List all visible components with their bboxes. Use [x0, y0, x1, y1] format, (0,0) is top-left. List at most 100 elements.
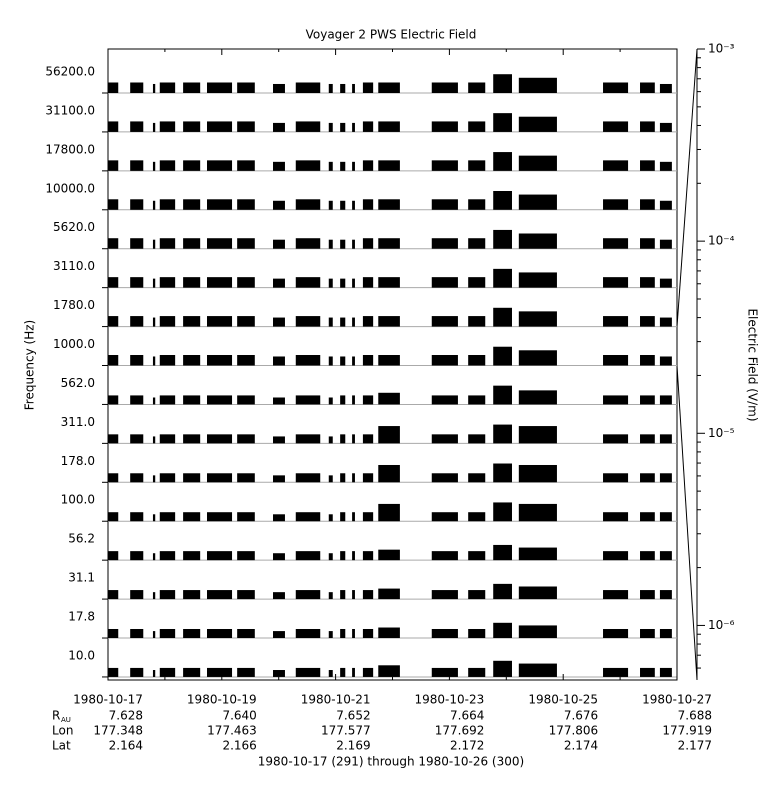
field-block — [518, 155, 557, 171]
field-block — [340, 83, 346, 93]
field-block — [468, 473, 486, 483]
x-tick-label: 1980-10-19 — [187, 693, 257, 707]
scale-connector — [676, 48, 698, 327]
field-block — [378, 316, 400, 327]
field-block — [640, 395, 655, 405]
field-block — [183, 473, 201, 483]
ephemeris-value: 177.806 — [549, 724, 599, 738]
field-block — [207, 667, 233, 677]
ephemeris-value: 2.177 — [678, 739, 712, 753]
field-block — [130, 82, 144, 93]
field-block — [493, 191, 512, 210]
field-block — [152, 475, 156, 483]
field-block — [640, 667, 655, 677]
field-block — [362, 355, 374, 366]
field-block — [159, 473, 176, 483]
field-block — [183, 199, 201, 210]
field-block — [152, 239, 156, 249]
field-block — [340, 512, 346, 522]
field-block — [207, 160, 233, 171]
field-block — [352, 628, 355, 639]
field-block — [207, 277, 233, 288]
field-block — [152, 670, 156, 677]
field-block — [237, 238, 255, 249]
field-block — [340, 200, 346, 210]
field-block — [295, 512, 321, 522]
field-block — [183, 628, 201, 639]
field-block — [207, 551, 233, 561]
field-block — [152, 83, 156, 93]
field-block — [493, 229, 512, 249]
field-block — [378, 464, 400, 483]
field-block — [159, 434, 176, 444]
field-block — [352, 473, 355, 483]
field-block — [130, 121, 144, 132]
field-block — [659, 667, 672, 677]
field-block — [603, 238, 629, 249]
field-block — [640, 628, 655, 639]
field-block — [159, 238, 176, 249]
row-label: 3110.0 — [53, 259, 95, 273]
field-block — [352, 356, 355, 366]
field-block — [295, 355, 321, 366]
field-block — [152, 122, 156, 132]
field-block — [431, 199, 458, 210]
field-block — [352, 590, 355, 600]
ephemeris-value: 177.692 — [435, 724, 485, 738]
field-block — [603, 551, 629, 561]
field-block — [295, 551, 321, 561]
field-block — [130, 628, 144, 639]
field-block — [352, 122, 355, 132]
field-block — [295, 434, 321, 444]
field-block — [273, 278, 285, 288]
field-block — [295, 590, 321, 600]
row-label: 5620.0 — [53, 220, 95, 234]
field-block — [640, 434, 655, 444]
field-block — [183, 316, 201, 327]
field-block — [431, 628, 458, 639]
field-block — [362, 277, 374, 288]
field-block — [378, 82, 400, 93]
field-block — [108, 121, 119, 132]
field-block — [159, 551, 176, 561]
field-block — [362, 82, 374, 93]
ephemeris-value: 7.676 — [564, 709, 598, 723]
field-block — [295, 316, 321, 327]
y2-tick-label: 10⁻⁵ — [708, 426, 735, 440]
field-block — [340, 551, 346, 561]
field-block — [493, 385, 512, 405]
field-block — [152, 436, 156, 444]
field-block — [108, 667, 119, 677]
field-block — [468, 160, 486, 171]
field-block — [493, 463, 512, 483]
field-block — [159, 277, 176, 288]
field-block — [518, 586, 557, 600]
field-block — [273, 161, 285, 171]
field-block — [159, 667, 176, 677]
field-block — [295, 628, 321, 639]
field-block — [152, 200, 156, 210]
field-block — [378, 160, 400, 171]
field-block — [108, 628, 119, 639]
field-block — [159, 82, 176, 93]
field-block — [659, 83, 672, 93]
field-block — [273, 514, 285, 522]
field-block — [352, 239, 355, 249]
field-block — [468, 199, 486, 210]
field-block — [518, 663, 557, 677]
field-block — [493, 152, 512, 171]
field-block — [237, 512, 255, 522]
field-block — [378, 199, 400, 210]
field-block — [518, 625, 557, 639]
field-block — [108, 355, 119, 366]
field-block — [493, 74, 512, 93]
x-tick-label: 1980-10-23 — [415, 693, 485, 707]
field-block — [207, 512, 233, 522]
ephemeris-value: 2.169 — [336, 739, 370, 753]
field-block — [352, 317, 355, 327]
field-block — [362, 473, 374, 483]
field-block — [362, 512, 374, 522]
field-block — [340, 356, 346, 366]
field-block — [328, 278, 333, 288]
field-block — [378, 627, 400, 639]
